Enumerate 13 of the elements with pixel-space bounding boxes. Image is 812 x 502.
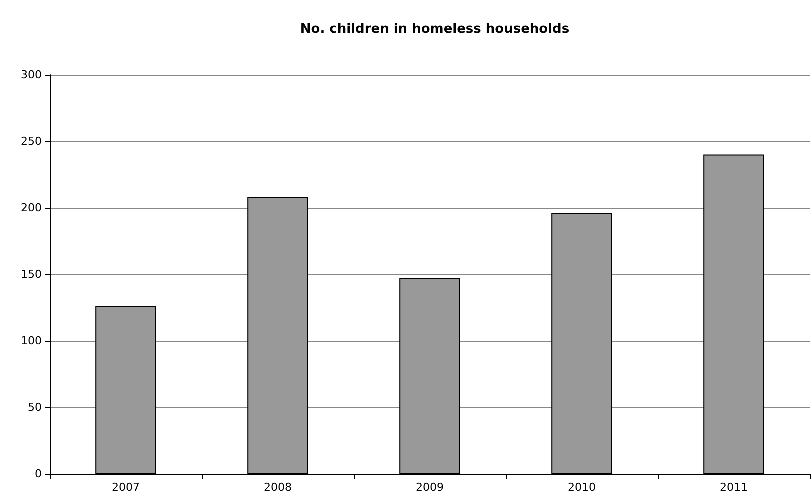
y-tick-label: 0 [35, 468, 42, 480]
x-tick-label: 2007 [112, 481, 140, 494]
chart-title: No. children in homeless households [300, 22, 570, 37]
x-tick-label: 2011 [720, 481, 748, 494]
x-tick-label: 2010 [568, 481, 596, 494]
x-tick-label: 2008 [264, 481, 292, 494]
y-tick-label: 150 [21, 268, 42, 281]
y-tick-label: 100 [21, 334, 42, 348]
y-tick-label: 300 [21, 68, 42, 82]
y-tick-label: 250 [21, 135, 42, 148]
x-tick-label: 2009 [416, 481, 444, 494]
y-tick-label: 200 [21, 202, 42, 214]
y-tick-label: 50 [28, 401, 42, 414]
